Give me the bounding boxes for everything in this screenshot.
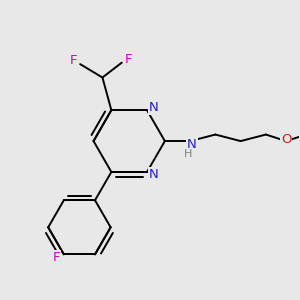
Text: H: H bbox=[184, 148, 192, 159]
Text: F: F bbox=[70, 54, 77, 67]
Text: F: F bbox=[124, 52, 132, 66]
Text: N: N bbox=[149, 101, 158, 114]
Text: N: N bbox=[149, 168, 158, 182]
Text: O: O bbox=[281, 133, 291, 146]
Text: F: F bbox=[52, 251, 60, 264]
Text: N: N bbox=[187, 138, 196, 151]
